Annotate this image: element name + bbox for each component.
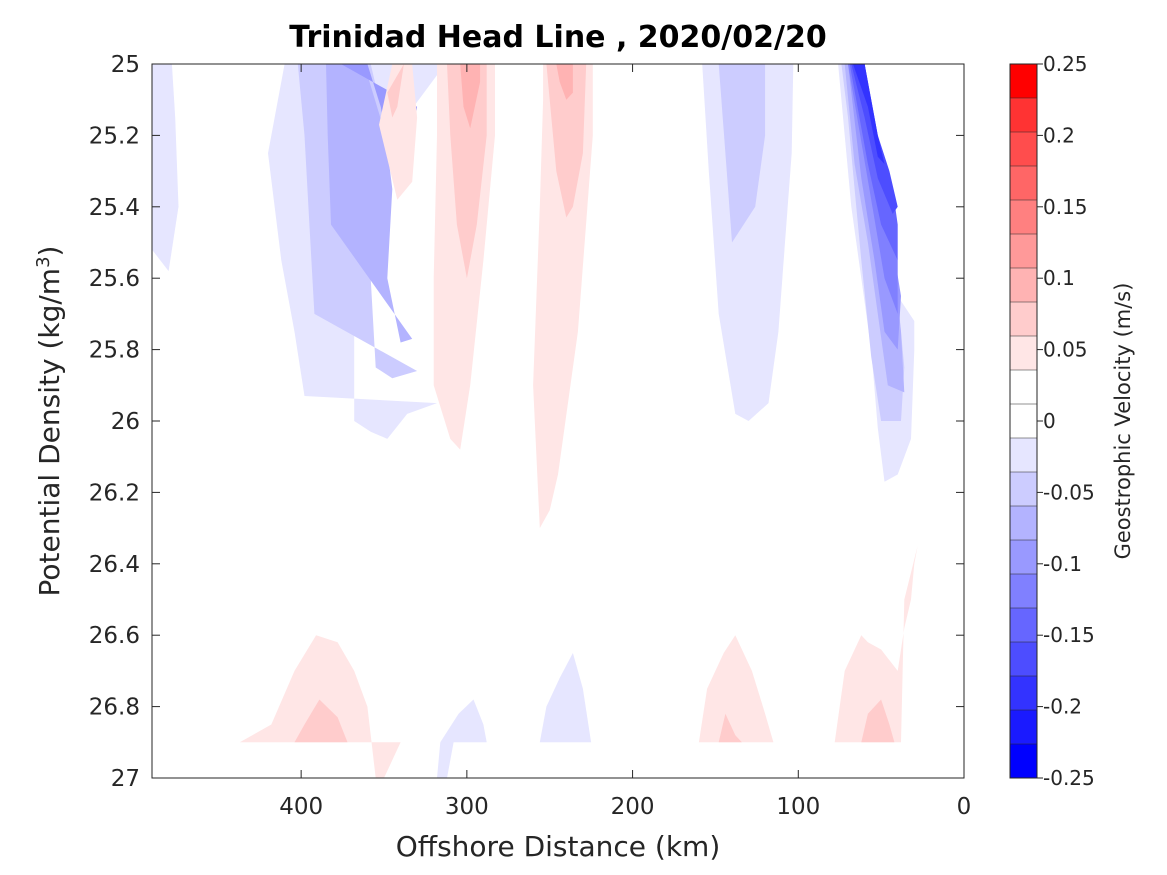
- colorbar-segment-2: [1010, 132, 1037, 167]
- colorbar-tick-label-0: 0.25: [1043, 52, 1088, 76]
- colorbar-segment-13: [1010, 506, 1037, 541]
- x-tick-label-1: 300: [445, 794, 489, 820]
- y-tick-label-8: 26.6: [89, 623, 140, 649]
- contour-region-25: [698, 635, 774, 743]
- x-axis-label: Offshore Distance (km): [396, 830, 721, 863]
- colorbar-segment-9: [1010, 370, 1037, 405]
- x-tick-label-3: 100: [776, 794, 820, 820]
- colorbar-segment-3: [1010, 166, 1037, 201]
- colorbar-tick-label-7: -0.1: [1043, 552, 1082, 576]
- colorbar-label: Geostrophic Velocity (m/s): [1111, 283, 1135, 560]
- y-tick-label-7: 26.4: [89, 552, 140, 578]
- y-tick-label-2: 25.4: [89, 195, 140, 221]
- contour-region-19: [460, 64, 481, 129]
- y-tick-label-10: 27: [111, 766, 140, 792]
- y-tick-label-6: 26.2: [89, 480, 140, 506]
- colorbar-segment-14: [1010, 540, 1037, 575]
- y-tick-label-4: 25.8: [89, 338, 140, 364]
- colorbar-segment-8: [1010, 336, 1037, 371]
- colorbar-tick-label-6: -0.05: [1043, 480, 1095, 504]
- contour-region-0: [152, 64, 179, 272]
- x-tick-labels: 400 300 200 100 0: [279, 794, 971, 820]
- contour-region-14: [853, 64, 885, 164]
- contour-region-11: [848, 64, 898, 314]
- colorbar-segment-11: [1010, 438, 1037, 473]
- colorbar-segment-12: [1010, 472, 1037, 507]
- y-tick-label-0: 25: [111, 52, 140, 78]
- colorbar-tick-label-2: 0.15: [1043, 195, 1088, 219]
- colorbar-segment-5: [1010, 234, 1037, 269]
- y-axis-label-sup: 3: [33, 256, 54, 267]
- contour-region-6: [718, 64, 766, 243]
- colorbar-tick-label-9: -0.2: [1043, 695, 1082, 719]
- y-tick-label-5: 26: [111, 409, 140, 435]
- colorbar-segment-10: [1010, 404, 1037, 439]
- contour-region-3: [326, 64, 413, 343]
- colorbar: [1009, 63, 1038, 779]
- contour-region-22: [556, 64, 573, 100]
- colorbar-tick-label-3: 0.1: [1043, 266, 1075, 290]
- colorbar-tick-label-5: 0: [1043, 409, 1056, 433]
- contour-region-21: [546, 64, 587, 218]
- x-tick-label-2: 200: [611, 794, 655, 820]
- plot-area: [151, 63, 965, 779]
- axis-ticks: [152, 63, 965, 779]
- y-tick-label-3: 25.6: [89, 266, 140, 292]
- colorbar-segment-0: [1010, 64, 1037, 99]
- x-tick-label-0: 400: [279, 794, 323, 820]
- colorbar-tick-labels: 0.25 0.2 0.15 0.1 0.05 0 -0.05 -0.1 -0.15 -0.2 -0.…: [1037, 52, 1095, 790]
- contour-region-29: [437, 699, 487, 778]
- contour-region-28: [861, 699, 895, 743]
- colorbar-segment-7: [1010, 302, 1037, 337]
- colorbar-segment-6: [1010, 268, 1037, 303]
- y-axis-label-close: ): [33, 246, 66, 257]
- contour-region-12: [849, 64, 898, 261]
- colorbar-segment-19: [1010, 710, 1037, 745]
- colorbar-segment-4: [1010, 200, 1037, 235]
- contour-region-5: [702, 64, 794, 421]
- contour-region-27: [834, 546, 918, 743]
- y-axis-label-main: Potential Density (kg/m: [33, 268, 66, 597]
- colorbar-segment-16: [1010, 608, 1037, 643]
- colorbar-segment-18: [1010, 676, 1037, 711]
- contour-region-30: [539, 653, 592, 743]
- contour-region-16: [387, 64, 404, 118]
- y-tick-label-1: 25.2: [89, 123, 140, 149]
- contour-region-26: [718, 713, 742, 743]
- colorbar-segment-15: [1010, 574, 1037, 609]
- contour-region-24: [294, 699, 348, 743]
- colorbar-tick-label-1: 0.2: [1043, 123, 1075, 147]
- colorbar-tick-label-8: -0.15: [1043, 623, 1095, 647]
- contour-layer: [152, 64, 918, 778]
- colorbar-segment-17: [1010, 642, 1037, 677]
- colorbar-tick-label-10: -0.25: [1043, 766, 1095, 790]
- colorbar-segment-20: [1010, 744, 1037, 779]
- y-axis-label: Potential Density (kg/m3): [33, 246, 67, 597]
- contour-region-18: [447, 64, 487, 279]
- colorbar-segment-1: [1010, 98, 1037, 133]
- chart-title: Trinidad Head Line , 2020/02/20: [289, 20, 826, 55]
- y-tick-label-9: 26.8: [89, 695, 140, 721]
- y-tick-labels: 25 25.2 25.4 25.6 25.8 26 26.2 26.4 26.6 26.8 27: [89, 52, 140, 792]
- x-tick-label-4: 0: [957, 794, 972, 820]
- colorbar-tick-label-4: 0.05: [1043, 338, 1088, 362]
